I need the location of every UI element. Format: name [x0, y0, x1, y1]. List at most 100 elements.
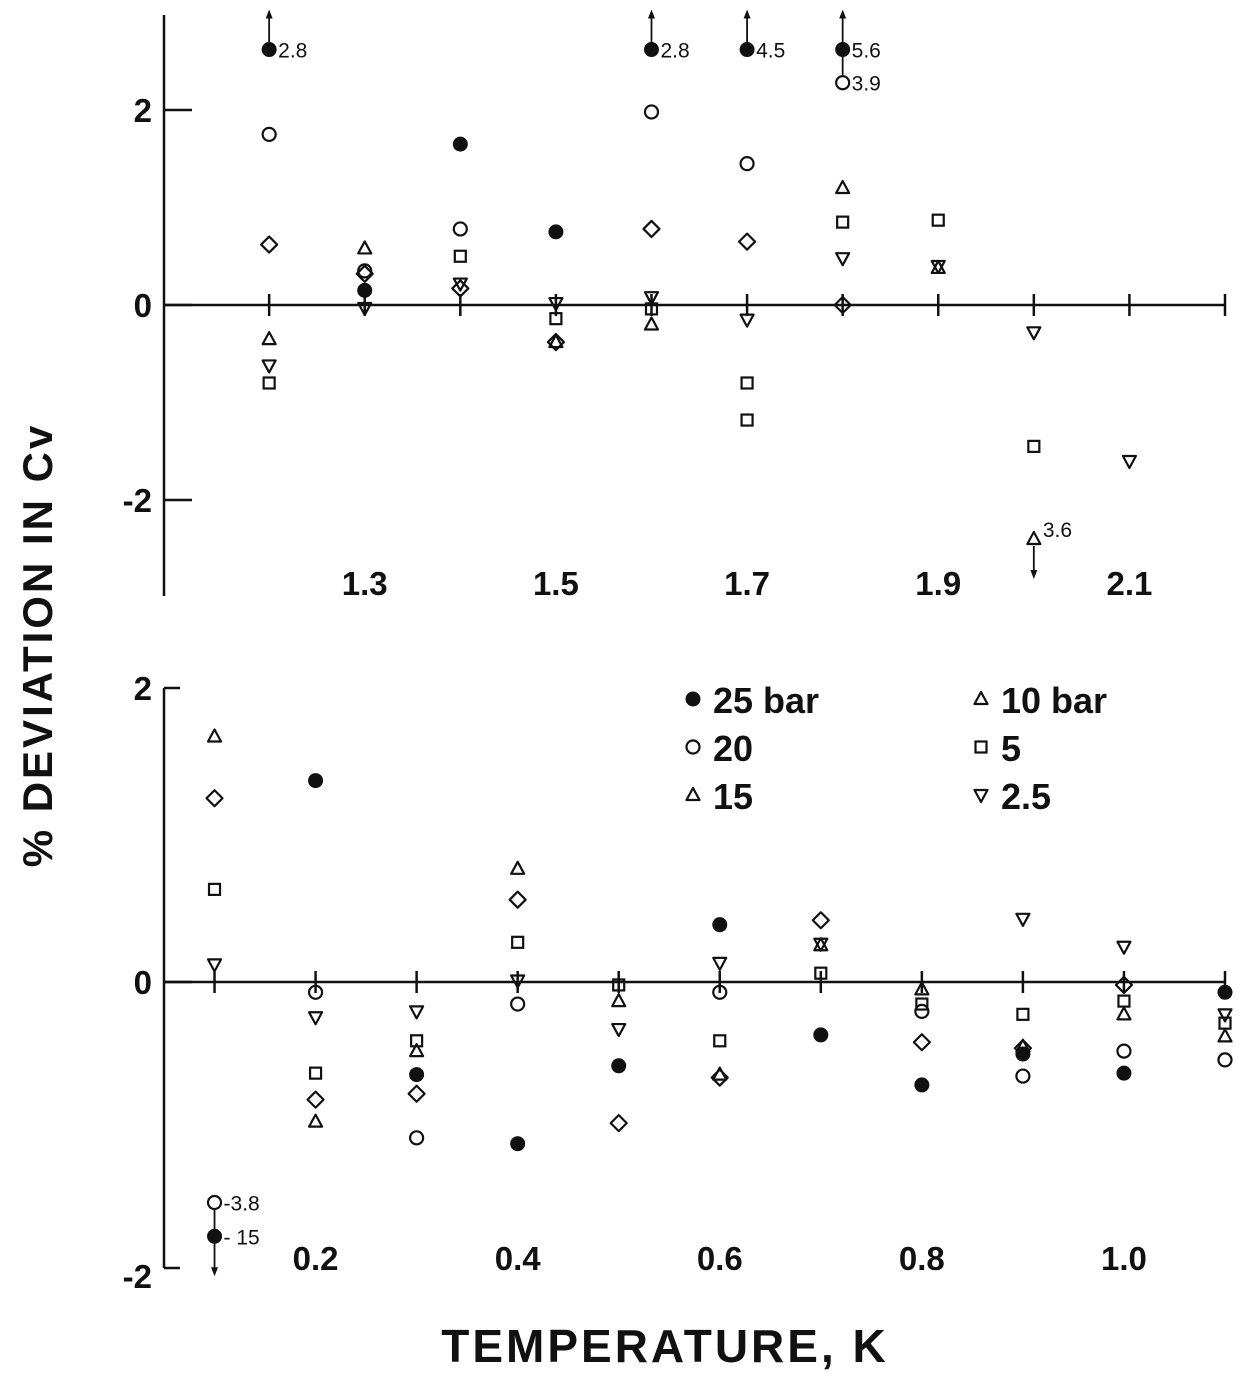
upper-series-15 — [357, 179, 851, 331]
data-point — [611, 993, 627, 1008]
data-point — [609, 1114, 628, 1133]
data-point — [740, 413, 754, 427]
data-point — [1015, 1038, 1031, 1053]
offscale-value-label: 3.6 — [1043, 519, 1072, 542]
data-point — [510, 1136, 526, 1152]
legend-label: 15 — [713, 776, 753, 817]
data-point — [914, 1077, 930, 1093]
data-point — [1218, 1016, 1232, 1030]
data-point — [642, 219, 661, 239]
data-point — [914, 1003, 930, 1020]
legend-label: 20 — [713, 728, 753, 769]
data-point — [1217, 1008, 1233, 1023]
data-point — [914, 981, 930, 996]
offscale-arrowhead — [839, 42, 847, 52]
data-point — [813, 1027, 829, 1043]
data-point — [739, 313, 755, 328]
legend-item-10-bar: 10 bar — [973, 680, 1107, 721]
data-point — [261, 42, 277, 58]
data-point — [1015, 1046, 1031, 1062]
data-point — [1116, 1043, 1132, 1059]
offscale-value-label: 5.6 — [852, 40, 881, 63]
data-point — [643, 104, 660, 120]
data-point — [261, 359, 277, 374]
data-point — [307, 1113, 324, 1128]
data-point — [710, 1068, 729, 1087]
data-point — [814, 966, 828, 980]
lower-x-tick-label: 0.4 — [495, 1240, 542, 1277]
offscale-value-label: 2.8 — [278, 40, 307, 63]
data-point — [206, 1194, 223, 1211]
data-point — [409, 1067, 425, 1083]
data-point — [511, 935, 525, 949]
data-point — [261, 331, 277, 346]
upper-y-tick-label: -2 — [123, 482, 152, 519]
data-point — [643, 42, 659, 58]
data-point — [407, 1084, 426, 1103]
data-point — [546, 332, 566, 352]
upper-panel: -2 0 2 1.3 1.5 1.7 1.9 2.1 2.8 2.8 4.5 5.6 3.9 3.6 — [123, 9, 1227, 602]
offscale-arrowhead — [743, 9, 751, 19]
data-point — [510, 860, 526, 875]
data-point — [1026, 530, 1042, 546]
data-point — [548, 296, 564, 312]
data-point — [453, 249, 467, 263]
offscale-value-label: 4.5 — [756, 40, 785, 63]
lower-panel: -2 0 2 0.2 0.4 0.6 0.8 1.0 -3.8 - 15 — [123, 670, 1233, 1295]
data-point — [737, 232, 757, 251]
upper-series-2-5 — [261, 252, 1138, 470]
data-point — [611, 1058, 627, 1074]
upper-series-5 — [262, 213, 1041, 453]
data-point — [835, 75, 851, 91]
offscale-arrowhead — [647, 9, 655, 19]
upper-y-tick-label: 2 — [134, 92, 152, 129]
data-point — [1217, 1028, 1233, 1043]
lower-series-unlabeled-diamond — [205, 789, 1134, 1133]
lower-x-tick-label: 0.8 — [899, 1240, 945, 1277]
data-point — [262, 376, 276, 390]
data-point — [612, 978, 626, 992]
offscale-arrowhead — [1030, 570, 1038, 579]
data-point — [357, 240, 373, 255]
data-point — [1217, 1052, 1233, 1068]
data-point — [261, 126, 277, 142]
lower-y-tick-label: 0 — [134, 964, 152, 1001]
upper-offscale-point: 3.9 — [835, 42, 881, 96]
data-point — [308, 773, 324, 789]
data-point — [835, 252, 851, 267]
offscale-value-label: 3.9 — [852, 73, 881, 96]
data-point — [1016, 1007, 1030, 1021]
data-point — [931, 213, 945, 227]
data-point — [1013, 1039, 1033, 1058]
lower-series-10-bar — [409, 993, 1233, 1058]
data-point — [643, 316, 660, 331]
legend-label: 10 bar — [1001, 680, 1107, 721]
data-point — [205, 789, 224, 808]
data-point — [739, 156, 755, 172]
data-point — [1217, 984, 1233, 1000]
legend-label: 25 bar — [713, 680, 819, 721]
legend-marker — [685, 786, 701, 802]
data-point — [611, 1022, 627, 1038]
upper-y-tick-label: 0 — [134, 287, 152, 324]
data-point — [549, 312, 563, 326]
legend-marker — [974, 740, 988, 754]
offscale-value-label: -3.8 — [224, 1193, 260, 1216]
data-point — [451, 279, 470, 298]
data-point — [643, 291, 660, 306]
lower-series-5 — [207, 882, 1232, 1080]
upper-series-25-bar — [357, 136, 564, 298]
data-point — [712, 984, 728, 1000]
data-point — [836, 215, 850, 229]
upper-offscale-point: 2.8 — [261, 9, 307, 63]
lower-x-tick-label: 0.6 — [697, 1240, 743, 1277]
upper-x-tick-label: 1.9 — [915, 565, 961, 602]
legend-label: 2.5 — [1001, 776, 1051, 817]
lower-x-tick-label: 1.0 — [1101, 1240, 1147, 1277]
legend-item-2-5: 2.5 — [973, 776, 1051, 817]
upper-offscale-point: 3.6 — [1026, 519, 1072, 579]
upper-series-20 — [261, 104, 755, 279]
legend-item-25-bar: 25 bar — [685, 680, 819, 721]
offscale-value-label: 2.8 — [660, 40, 689, 63]
data-point — [740, 376, 754, 390]
